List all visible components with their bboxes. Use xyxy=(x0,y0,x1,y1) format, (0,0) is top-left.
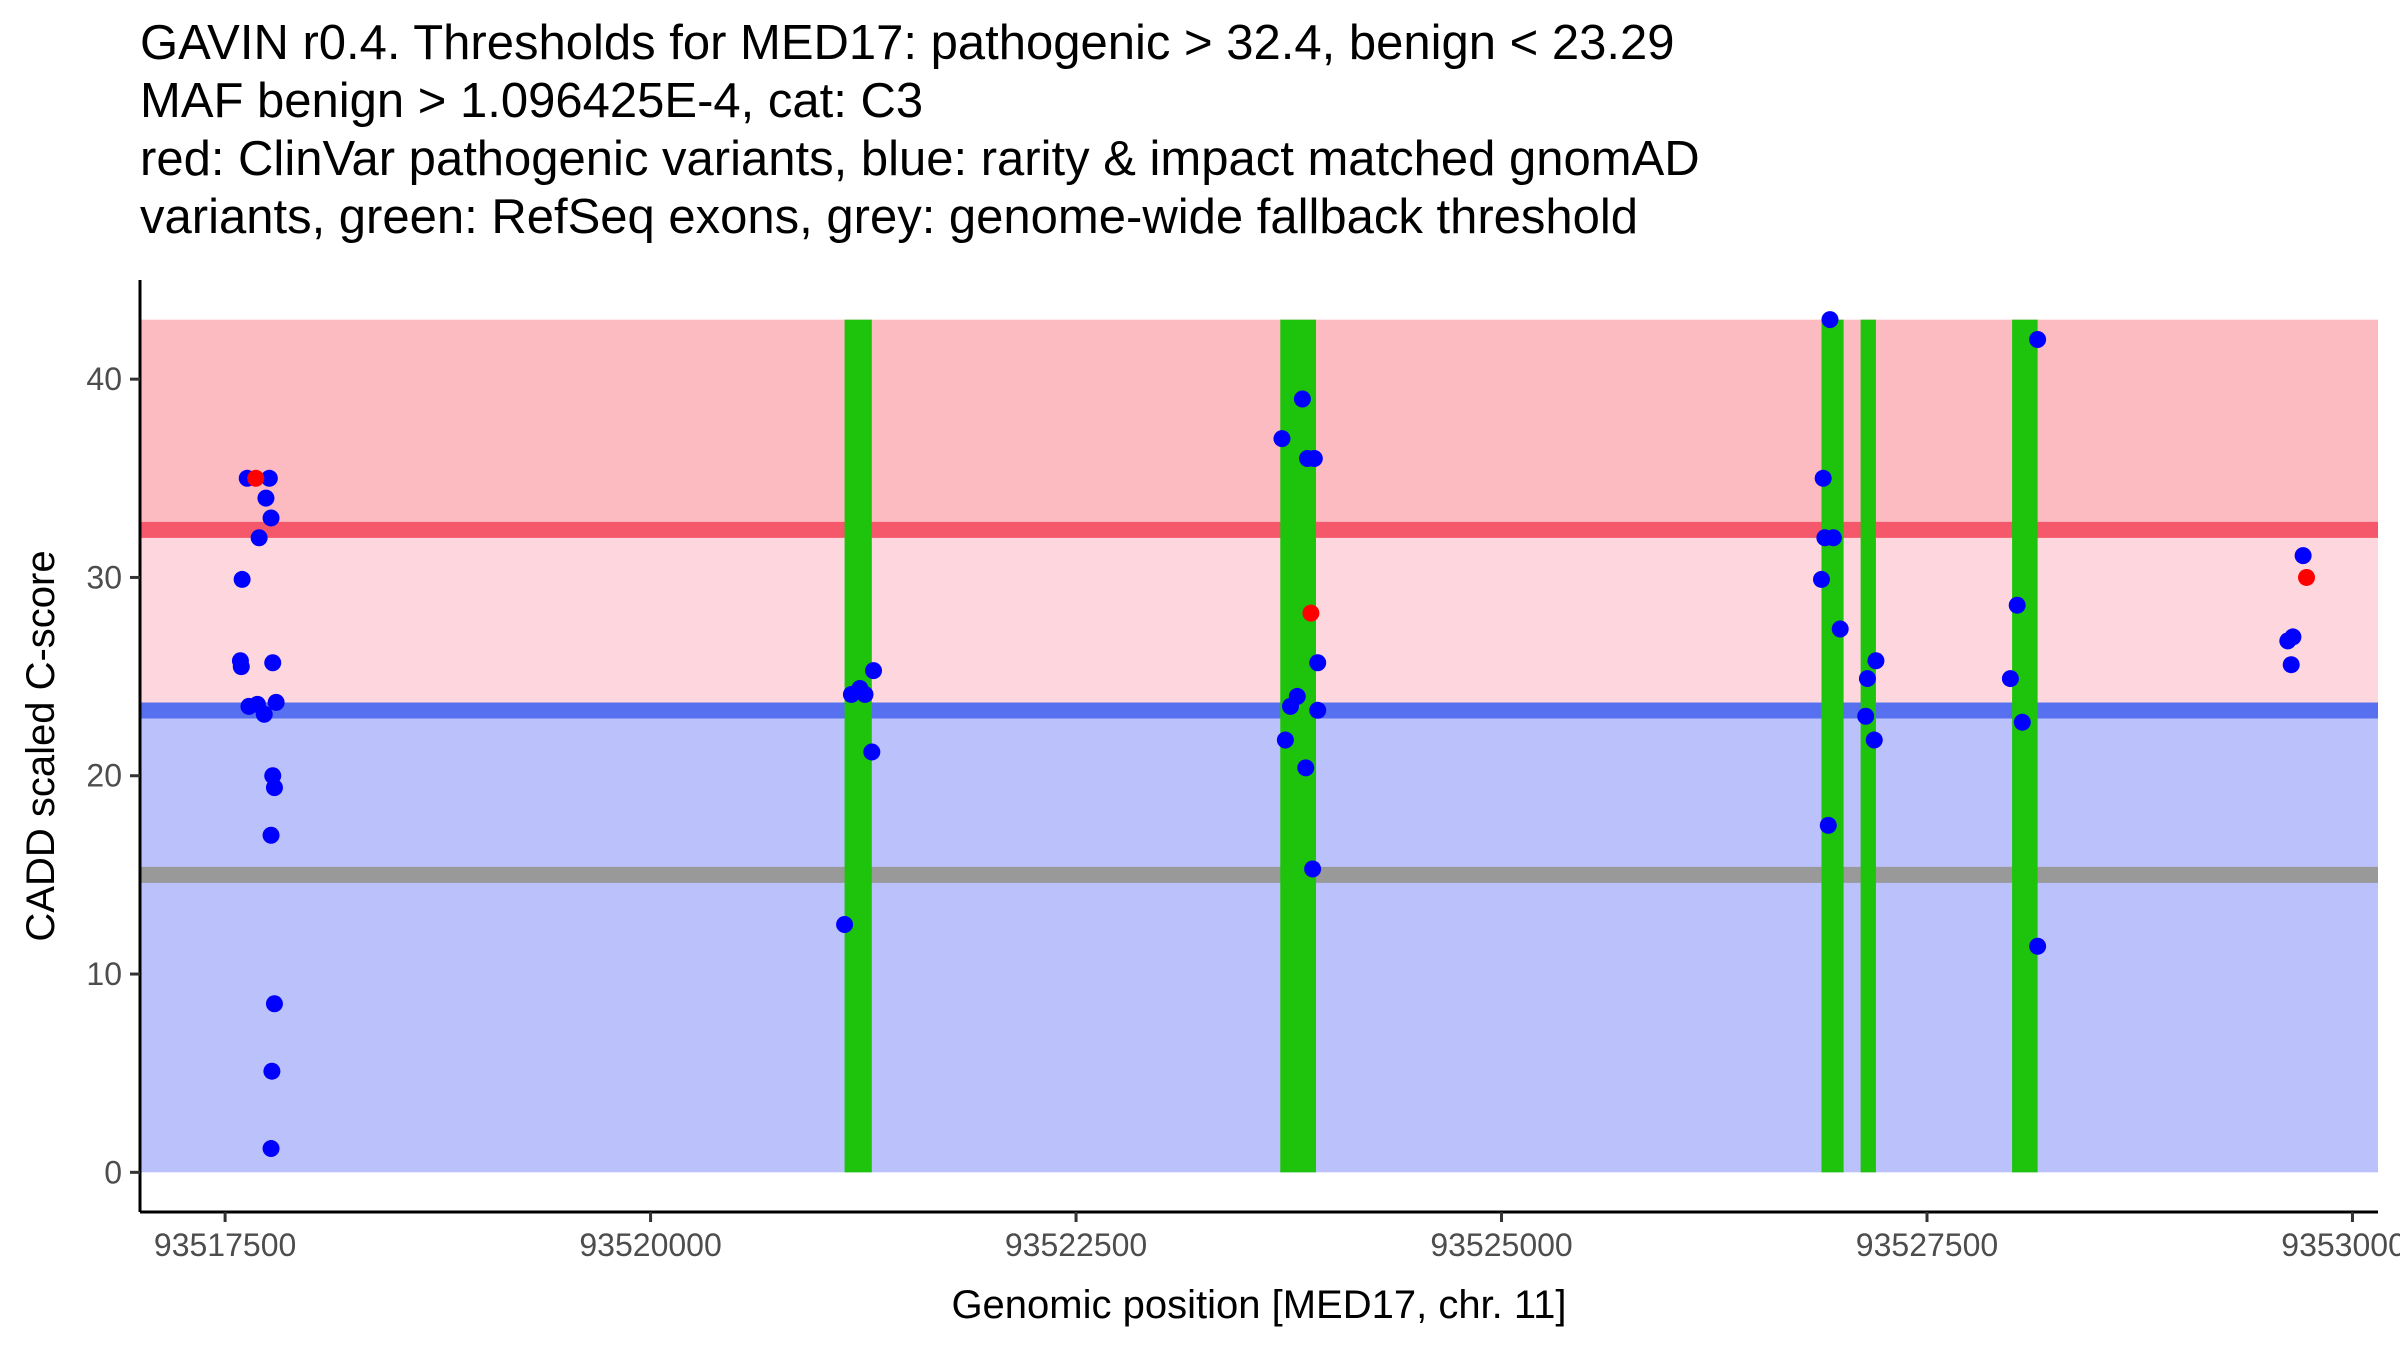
title-line-4: variants, green: RefSeq exons, grey: gen… xyxy=(140,190,1639,244)
y-axis-title: CADD scaled C-score xyxy=(19,550,63,941)
variant-points xyxy=(231,311,2316,1158)
gnomad-point-54 xyxy=(2284,628,2302,646)
gnomad-point-6 xyxy=(233,570,251,588)
x-tick-label-2: 93520000 xyxy=(579,1227,721,1263)
gnomad-point-5 xyxy=(250,529,268,547)
x-axis-title: Genomic position [MED17, chr. 11] xyxy=(951,1283,1566,1327)
axis-ticks: 93517500 93520000 93522500 93525000 93527500… xyxy=(86,361,2400,1263)
gnomad-point-20 xyxy=(836,915,854,933)
gnomad-point-32 xyxy=(1288,687,1306,705)
gnomad-point-30 xyxy=(1276,731,1294,749)
gnomad-point-56 xyxy=(2294,547,2312,565)
gnomad-point-34 xyxy=(1309,654,1327,672)
pathogenic-region xyxy=(140,319,2378,530)
gnomad-point-51 xyxy=(2013,713,2031,731)
gnomad-point-44 xyxy=(1867,652,1885,670)
gnomad-point-36 xyxy=(1304,860,1322,878)
gnomad-point-50 xyxy=(2001,670,2019,688)
gnomad-point-8 xyxy=(232,658,250,676)
clinvar-point-2 xyxy=(1302,604,1320,622)
x-tick-label-5: 93527500 xyxy=(1856,1227,1998,1263)
gnomad-point-43 xyxy=(1858,670,1876,688)
gnomad-point-47 xyxy=(1819,816,1837,834)
gnomad-point-55 xyxy=(2282,656,2300,674)
gnomad-point-35 xyxy=(1309,701,1327,719)
y-tick-label-1: 0 xyxy=(104,1154,122,1190)
gnomad-point-19 xyxy=(262,1140,280,1158)
gnomad-point-9 xyxy=(264,654,282,672)
x-tick-label-4: 93525000 xyxy=(1430,1227,1572,1263)
y-tick-label-4: 30 xyxy=(86,559,122,595)
gnomad-point-23 xyxy=(856,685,874,703)
x-tick-label-1: 93517500 xyxy=(154,1227,296,1263)
gnomad-point-24 xyxy=(865,662,883,680)
gnomad-point-49 xyxy=(2008,596,2026,614)
y-tick-label-5: 40 xyxy=(86,361,122,397)
gnomad-point-29 xyxy=(1305,449,1323,467)
gnomad-point-45 xyxy=(1857,707,1875,725)
gnomad-point-41 xyxy=(1821,311,1839,329)
threshold-regions xyxy=(140,319,2378,1173)
gnomad-point-12 xyxy=(255,705,273,723)
gnomad-point-27 xyxy=(1293,390,1311,408)
threshold-lines xyxy=(140,521,2378,883)
gnomad-point-25 xyxy=(863,743,881,761)
exon-bar-3 xyxy=(1821,319,1844,1173)
x-tick-label-3: 93522500 xyxy=(1005,1227,1147,1263)
gnomad-point-13 xyxy=(267,693,285,711)
gnomad-point-16 xyxy=(262,826,280,844)
gnomad-point-26 xyxy=(1273,430,1291,448)
gnomad-point-46 xyxy=(1865,731,1883,749)
gnomad-point-52 xyxy=(2029,937,2047,955)
gnomad-point-42 xyxy=(1831,620,1849,638)
title-line-1: GAVIN r0.4. Thresholds for MED17: pathog… xyxy=(140,16,1675,70)
chart-title: GAVIN r0.4. Thresholds for MED17: pathog… xyxy=(140,14,2380,246)
gnomad-point-37 xyxy=(1814,469,1832,487)
gnomad-point-40 xyxy=(1812,570,1830,588)
y-tick-label-3: 20 xyxy=(86,758,122,794)
gnomad-point-3 xyxy=(257,489,275,507)
title-line-3: red: ClinVar pathogenic variants, blue: … xyxy=(140,132,1700,186)
gnomad-point-17 xyxy=(265,995,283,1013)
clinvar-point-1 xyxy=(247,469,265,487)
y-tick-label-2: 10 xyxy=(86,956,122,992)
gnomad-point-39 xyxy=(1824,529,1842,547)
exon-bar-5 xyxy=(2012,319,2038,1173)
gnomad-point-33 xyxy=(1297,759,1315,777)
gnomad-point-18 xyxy=(263,1062,281,1080)
gnomad-point-4 xyxy=(262,509,280,527)
benign-region xyxy=(140,710,2378,1173)
gnomad-point-2 xyxy=(260,469,278,487)
title-line-2: MAF benign > 1.096425E-4, cat: C3 xyxy=(140,74,924,128)
gnomad-point-15 xyxy=(265,779,283,797)
gnomad-point-48 xyxy=(2029,330,2047,348)
clinvar-point-3 xyxy=(2298,568,2316,586)
intermediate-region xyxy=(140,529,2378,711)
axes xyxy=(138,280,2378,1214)
